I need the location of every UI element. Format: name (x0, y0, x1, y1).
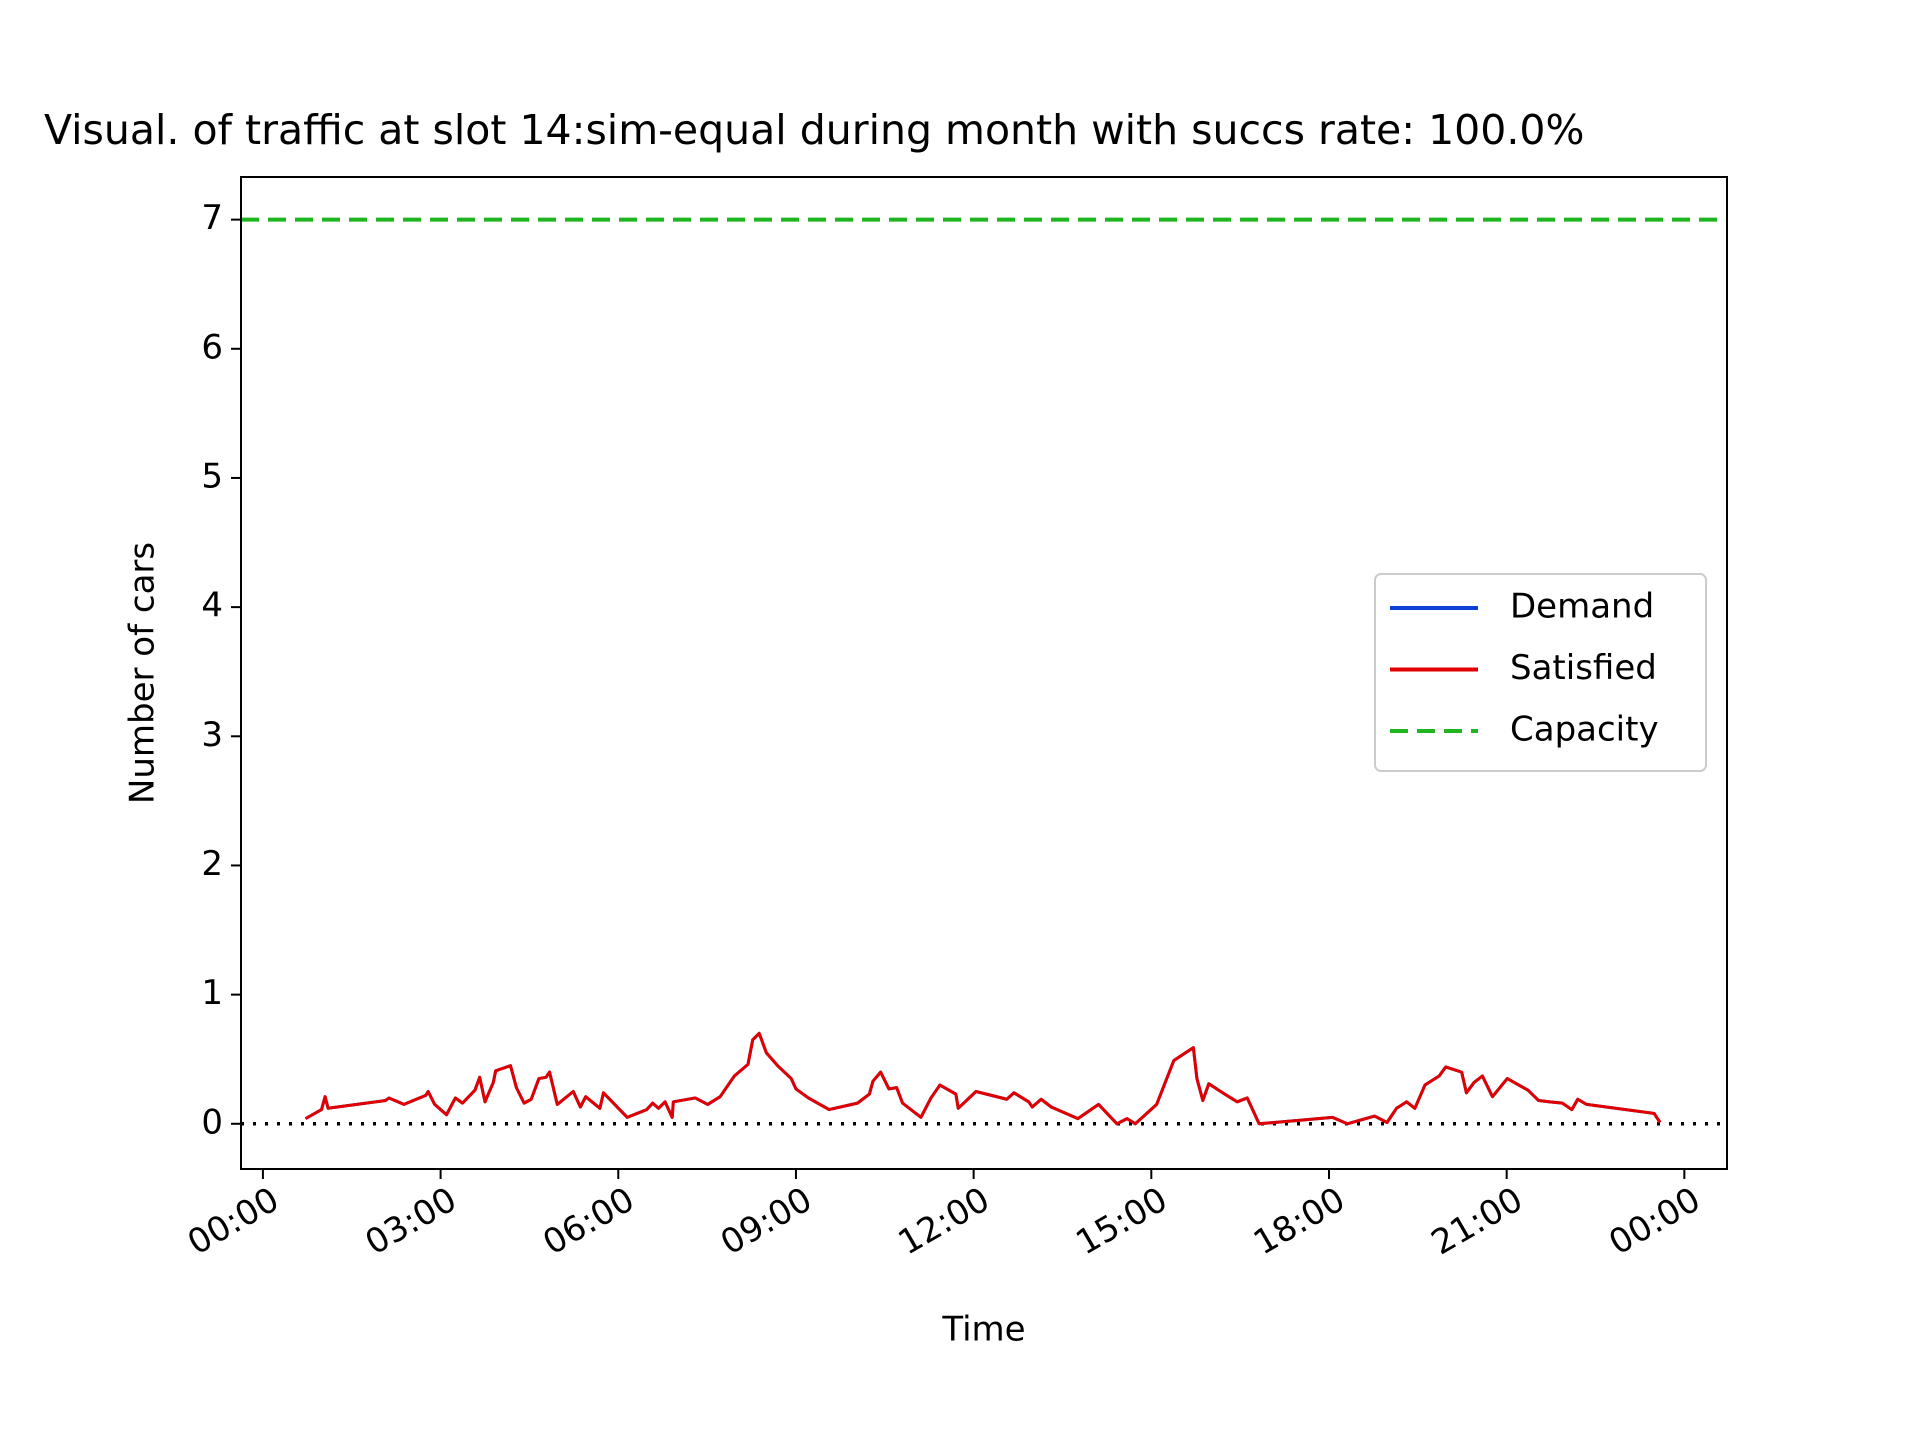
x-tick-label: 00:00 (1602, 1180, 1707, 1264)
legend: Demand Satisfied Capacity (1374, 573, 1707, 772)
y-tick-label: 7 (201, 198, 223, 238)
legend-label: Satisfied (1510, 648, 1657, 688)
x-tick-label: 09:00 (714, 1180, 819, 1264)
legend-label: Capacity (1510, 710, 1659, 750)
legend-label: Demand (1510, 587, 1654, 627)
plot-frame (240, 176, 1728, 1170)
x-tick-label: 21:00 (1425, 1180, 1530, 1264)
y-tick-label: 3 (201, 715, 223, 755)
y-tick-label: 0 (201, 1102, 223, 1142)
y-tick-label: 5 (201, 456, 223, 496)
series-line (304, 1031, 1662, 1126)
chart-title: Visual. of traffic at slot 14:sim-equal … (44, 106, 1584, 154)
x-tick-label: 06:00 (536, 1180, 641, 1264)
y-tick-label: 1 (201, 973, 223, 1013)
x-tick-label: 00:00 (181, 1180, 286, 1264)
y-axis-label: Number of cars (123, 542, 163, 804)
x-tick-label: 12:00 (892, 1180, 997, 1264)
x-tick-label: 03:00 (359, 1180, 464, 1264)
series-line (304, 1031, 1662, 1126)
y-tick-label: 4 (201, 586, 223, 626)
y-tick-label: 6 (201, 327, 223, 367)
x-axis-label: Time (941, 1310, 1025, 1350)
x-tick-label: 18:00 (1247, 1180, 1352, 1264)
y-tick-label: 2 (201, 844, 223, 884)
plot-area (241, 217, 1727, 1126)
x-tick-label: 15:00 (1069, 1180, 1174, 1264)
legend-box (1374, 573, 1707, 772)
